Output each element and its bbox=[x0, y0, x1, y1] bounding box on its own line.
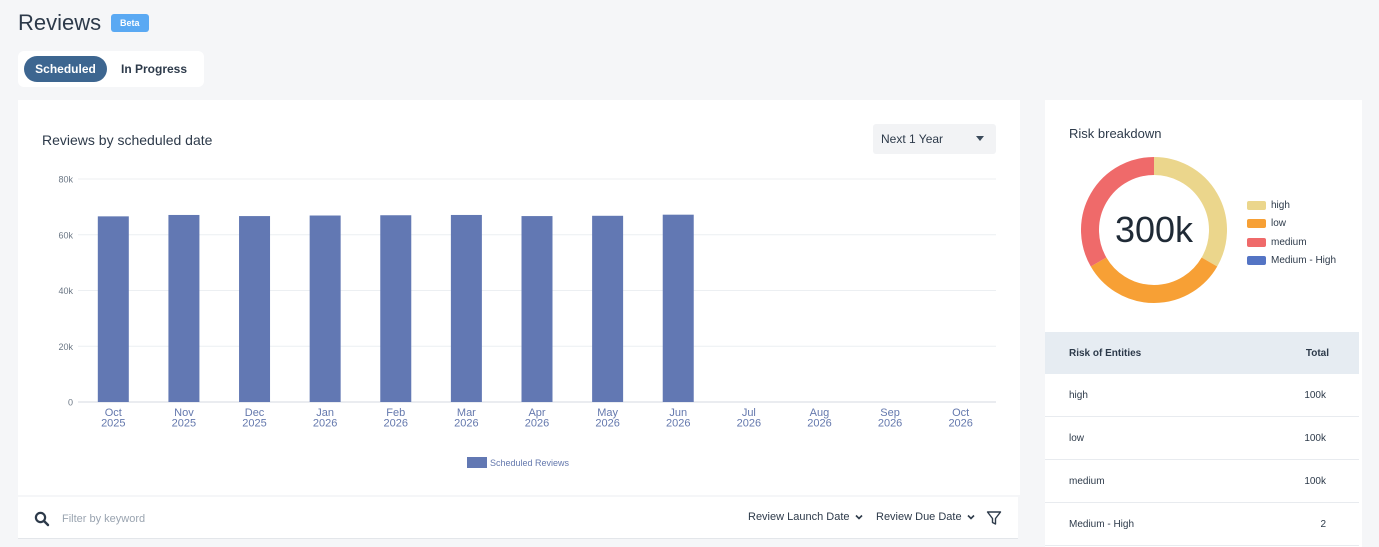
table-row: medium 100k bbox=[1045, 460, 1359, 503]
reviews-chart-card: Reviews by scheduled date Next 1 Year 0 2… bbox=[18, 100, 1020, 495]
bar bbox=[239, 216, 271, 402]
search-icon bbox=[34, 511, 50, 527]
risk-table-header: Risk of Entities Total bbox=[1045, 332, 1359, 374]
review-due-date-dropdown[interactable]: Review Due Date bbox=[876, 511, 976, 523]
bar bbox=[592, 215, 624, 402]
legend-swatch bbox=[1247, 237, 1266, 247]
x-tick-label: Oct 2025 bbox=[101, 407, 125, 430]
tab-in-progress[interactable]: In Progress bbox=[120, 62, 188, 76]
page-title: Reviews bbox=[18, 10, 102, 35]
legend-swatch bbox=[1247, 256, 1266, 266]
range-select[interactable]: Next 1 Year bbox=[873, 124, 996, 154]
risk-table: Risk of Entities Total high 100k low 100k … bbox=[1045, 332, 1359, 546]
x-tick-label: Mar 2026 bbox=[454, 407, 478, 430]
x-tick-label: Aug 2026 bbox=[807, 407, 831, 430]
risk-donut-chart bbox=[1081, 157, 1227, 303]
x-tick-label: May 2026 bbox=[595, 407, 619, 430]
tab-scheduled[interactable]: Scheduled bbox=[24, 56, 107, 82]
legend-item-low: low bbox=[1247, 215, 1336, 234]
table-row: Medium - High 2 bbox=[1045, 503, 1359, 546]
legend-item-medium-high: Medium - High bbox=[1247, 252, 1336, 271]
row-label: high bbox=[1069, 389, 1088, 401]
risk-legend: high low medium Medium - High bbox=[1247, 196, 1336, 270]
column-header-risk: Risk of Entities bbox=[1069, 347, 1142, 359]
row-label: medium bbox=[1069, 475, 1105, 487]
donut-segment bbox=[1153, 157, 1227, 267]
risk-breakdown-card: Risk breakdown 300k high low medium Medi… bbox=[1045, 100, 1362, 547]
legend-label: Scheduled Reviews bbox=[490, 458, 570, 468]
y-tick-label: 0 bbox=[68, 398, 73, 408]
x-tick-label: Nov 2025 bbox=[172, 407, 196, 430]
bar-chart: 0 20k 40k 60k 80k Oct 2025 Nov 2025 Dec 2025 Jan 202… bbox=[58, 175, 996, 468]
legend-swatch bbox=[467, 457, 487, 468]
legend-label: Medium - High bbox=[1271, 255, 1337, 267]
caret-down-icon bbox=[976, 136, 984, 141]
x-tick-label: Jan 2026 bbox=[313, 407, 337, 430]
y-tick-label: 20k bbox=[58, 342, 73, 352]
legend-label: high bbox=[1271, 199, 1290, 211]
x-tick-label: Jul 2026 bbox=[737, 407, 761, 430]
x-tick-label: Oct 2026 bbox=[948, 407, 972, 430]
donut-segment bbox=[1081, 157, 1155, 267]
legend-item-medium: medium bbox=[1247, 233, 1336, 252]
legend-label: low bbox=[1271, 218, 1287, 230]
chevron-down-icon bbox=[854, 514, 863, 520]
chevron-down-icon bbox=[967, 514, 975, 520]
range-select-value: Next 1 Year bbox=[881, 132, 944, 146]
bar bbox=[450, 214, 482, 402]
risk-total: 300k bbox=[1114, 209, 1194, 250]
bar bbox=[662, 214, 694, 402]
review-launch-date-label: Review Launch Date bbox=[748, 511, 850, 523]
review-due-date-label: Review Due Date bbox=[876, 511, 962, 523]
filter-keyword-input[interactable] bbox=[62, 510, 362, 528]
bar bbox=[168, 214, 200, 402]
filter-bar: Review Launch Date Review Due Date bbox=[18, 497, 1018, 539]
y-tick-label: 40k bbox=[58, 286, 73, 296]
y-tick-label: 60k bbox=[58, 230, 73, 240]
table-row: low 100k bbox=[1045, 417, 1359, 460]
legend-swatch bbox=[1247, 200, 1266, 210]
row-total: 2 bbox=[1320, 518, 1326, 530]
legend-swatch bbox=[1247, 219, 1266, 229]
legend-label: medium bbox=[1271, 236, 1307, 248]
x-tick-label: Sep 2026 bbox=[878, 407, 902, 430]
donut-segment bbox=[1090, 257, 1218, 303]
row-total: 100k bbox=[1304, 389, 1326, 401]
row-label: Medium - High bbox=[1069, 518, 1135, 530]
x-tick-label: Feb 2026 bbox=[384, 407, 408, 430]
table-row: high 100k bbox=[1045, 374, 1359, 417]
row-total: 100k bbox=[1304, 475, 1326, 487]
x-tick-label: Dec 2025 bbox=[242, 407, 266, 430]
row-label: low bbox=[1069, 432, 1085, 444]
x-tick-label: Jun 2026 bbox=[666, 407, 690, 430]
column-header-total: Total bbox=[1305, 347, 1329, 359]
bar bbox=[309, 215, 341, 402]
tab-group: Scheduled In Progress bbox=[18, 51, 204, 87]
bar bbox=[97, 216, 129, 402]
risk-breakdown-title: Risk breakdown bbox=[1069, 126, 1162, 141]
bar bbox=[521, 216, 553, 402]
row-total: 100k bbox=[1304, 432, 1326, 444]
review-launch-date-dropdown[interactable]: Review Launch Date bbox=[748, 511, 864, 523]
x-tick-label: Apr 2026 bbox=[525, 407, 549, 430]
beta-badge: Beta bbox=[111, 14, 149, 32]
bar bbox=[380, 215, 412, 402]
filter-funnel-icon[interactable] bbox=[986, 510, 1002, 526]
legend-item-high: high bbox=[1247, 196, 1336, 215]
y-tick-label: 80k bbox=[58, 175, 73, 185]
chart-title: Reviews by scheduled date bbox=[42, 132, 213, 148]
